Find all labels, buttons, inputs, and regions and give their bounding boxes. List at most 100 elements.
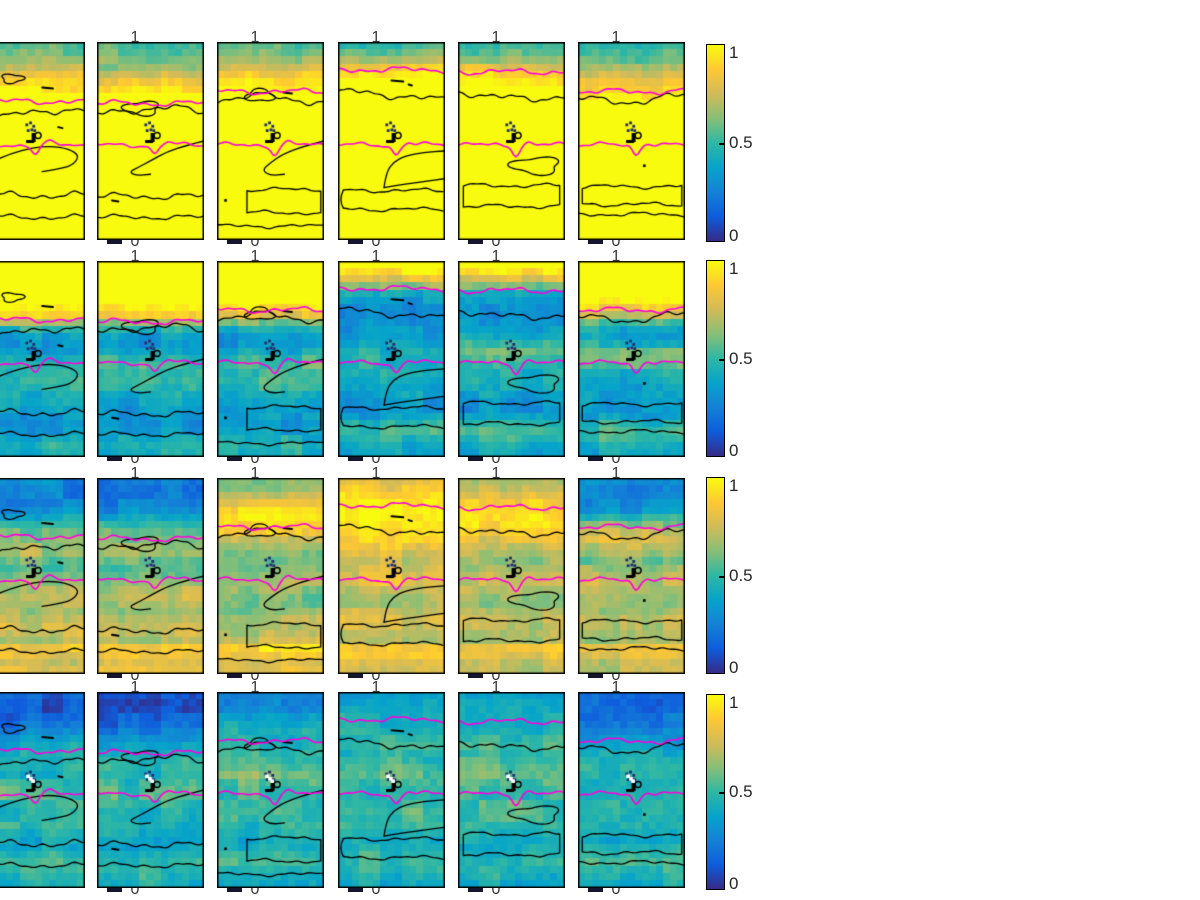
panel-bottom-tick-label: 0 bbox=[611, 881, 621, 898]
colorbar-tick-label: 1 bbox=[729, 43, 739, 62]
colorbar-gradient bbox=[706, 260, 725, 457]
axis-tick-dash bbox=[348, 240, 363, 244]
panel-bottom-tick-label: 0 bbox=[250, 667, 260, 684]
colorbar-gradient bbox=[706, 477, 725, 674]
panel-bottom-tick-label: 0 bbox=[130, 233, 140, 250]
colorbar-row2: 1 0.5 0 bbox=[706, 259, 786, 460]
panel-top-tick-label: 1 bbox=[491, 679, 501, 696]
colorbar-tick-label: 1 bbox=[729, 693, 739, 712]
axis-tick-dash bbox=[227, 240, 242, 244]
panel-bottom-tick-label: 0 bbox=[371, 881, 381, 898]
colorbar-mid-tick bbox=[719, 576, 724, 578]
panel-bottom-tick-label: 0 bbox=[491, 233, 501, 250]
panel-bottom-tick-label: 0 bbox=[250, 881, 260, 898]
colorbar-tick-label: 0.5 bbox=[729, 782, 753, 801]
heatmap-canvas bbox=[578, 42, 685, 240]
panel-bottom-tick-label: 0 bbox=[491, 450, 501, 467]
colorbar-tick-label: 0 bbox=[729, 658, 739, 677]
colorbar-tick-label: 0 bbox=[729, 874, 739, 893]
panel-top-tick-label: 1 bbox=[371, 29, 381, 46]
panel-top-tick-label: 1 bbox=[491, 29, 501, 46]
heatmap-canvas bbox=[578, 478, 685, 674]
panel-bottom-tick-label: 0 bbox=[611, 450, 621, 467]
axis-tick-dash bbox=[588, 240, 603, 244]
heatmap-panel-r2c1 bbox=[0, 261, 85, 457]
axis-tick-dash bbox=[588, 674, 603, 678]
heatmap-canvas bbox=[578, 692, 685, 888]
panel-bottom-tick-label: 0 bbox=[371, 667, 381, 684]
colorbar-mid-tick bbox=[719, 792, 724, 794]
panel-bottom-tick-label: 0 bbox=[611, 233, 621, 250]
panel-top-tick-label: 1 bbox=[371, 248, 381, 265]
panel-top-tick-label: 1 bbox=[371, 465, 381, 482]
heatmap-canvas bbox=[458, 692, 565, 888]
colorbar-gradient bbox=[706, 694, 725, 890]
colorbar-row4: 1 0.5 0 bbox=[706, 693, 786, 893]
heatmap-canvas bbox=[217, 261, 324, 457]
heatmap-canvas bbox=[338, 261, 445, 457]
colorbar-tick-label: 0 bbox=[729, 441, 739, 460]
axis-tick-dash bbox=[107, 674, 122, 678]
panel-bottom-tick-label: 0 bbox=[130, 450, 140, 467]
heatmap-canvas bbox=[0, 42, 85, 240]
axis-tick-dash bbox=[468, 888, 483, 892]
panel-top-tick-label: 1 bbox=[250, 29, 260, 46]
heatmap-canvas bbox=[338, 42, 445, 240]
panel-top-tick-label: 1 bbox=[491, 465, 501, 482]
axis-tick-dash bbox=[348, 457, 363, 461]
panel-bottom-tick-label: 0 bbox=[371, 233, 381, 250]
colorbar-tick-label: 1 bbox=[729, 259, 739, 278]
axis-tick-dash bbox=[107, 457, 122, 461]
heatmap-canvas bbox=[97, 261, 204, 457]
heatmap-canvas bbox=[338, 478, 445, 674]
panel-bottom-tick-label: 0 bbox=[491, 881, 501, 898]
panel-top-tick-label: 1 bbox=[611, 679, 621, 696]
colorbar-tick-label: 1 bbox=[729, 476, 739, 495]
heatmap-canvas bbox=[458, 478, 565, 674]
heatmap-canvas bbox=[0, 478, 85, 674]
axis-tick-dash bbox=[348, 674, 363, 678]
axis-tick-dash bbox=[227, 888, 242, 892]
axis-tick-dash bbox=[468, 674, 483, 678]
panel-bottom-tick-label: 0 bbox=[491, 667, 501, 684]
panel-top-tick-label: 1 bbox=[371, 679, 381, 696]
colorbar-gradient bbox=[706, 44, 725, 242]
heatmap-canvas bbox=[97, 42, 204, 240]
heatmap-canvas bbox=[338, 692, 445, 888]
axis-tick-dash bbox=[348, 888, 363, 892]
panel-bottom-tick-label: 0 bbox=[611, 667, 621, 684]
panel-bottom-tick-label: 0 bbox=[130, 667, 140, 684]
colorbar-tick-label: 0.5 bbox=[729, 349, 753, 368]
colorbar-tick-label: 0 bbox=[729, 226, 739, 245]
axis-tick-dash bbox=[588, 457, 603, 461]
heatmap-canvas bbox=[217, 692, 324, 888]
heatmap-canvas bbox=[578, 261, 685, 457]
axis-tick-dash bbox=[107, 240, 122, 244]
panel-top-tick-label: 1 bbox=[491, 248, 501, 265]
panel-bottom-tick-label: 0 bbox=[371, 450, 381, 467]
panel-top-tick-label: 1 bbox=[130, 248, 140, 265]
heatmap-canvas bbox=[97, 478, 204, 674]
colorbar-tick-label: 0.5 bbox=[729, 566, 753, 585]
panel-bottom-tick-label: 0 bbox=[250, 233, 260, 250]
panel-top-tick-label: 1 bbox=[611, 29, 621, 46]
panel-top-tick-label: 1 bbox=[611, 248, 621, 265]
panel-top-tick-label: 1 bbox=[130, 465, 140, 482]
heatmap-canvas bbox=[0, 692, 85, 888]
axis-tick-dash bbox=[468, 457, 483, 461]
